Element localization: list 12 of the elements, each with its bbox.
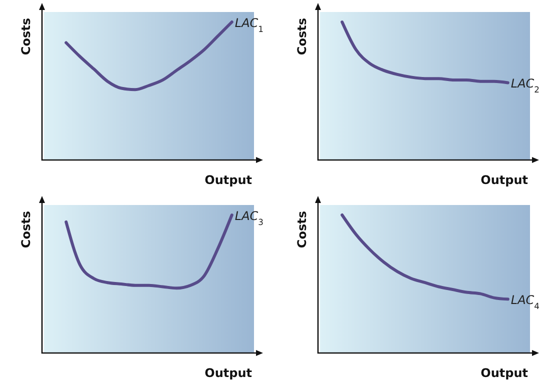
y-axis-title: Costs <box>19 211 33 248</box>
y-axis-title: Costs <box>19 18 33 56</box>
series-label: LAC$_{3}$ <box>234 209 264 227</box>
x-axis-title: Output <box>204 173 252 187</box>
x-axis-title: Output <box>204 366 252 380</box>
y-axis-title: Costs <box>295 211 309 248</box>
y-axis-title: Costs <box>295 18 309 56</box>
series-label: LAC$_{2}$ <box>510 76 540 95</box>
x-axis-title: Output <box>480 366 528 380</box>
series-label: LAC$_{1}$ <box>234 16 264 34</box>
series-label: LAC$_{4}$ <box>510 293 540 312</box>
x-axis-title: Output <box>480 173 528 187</box>
